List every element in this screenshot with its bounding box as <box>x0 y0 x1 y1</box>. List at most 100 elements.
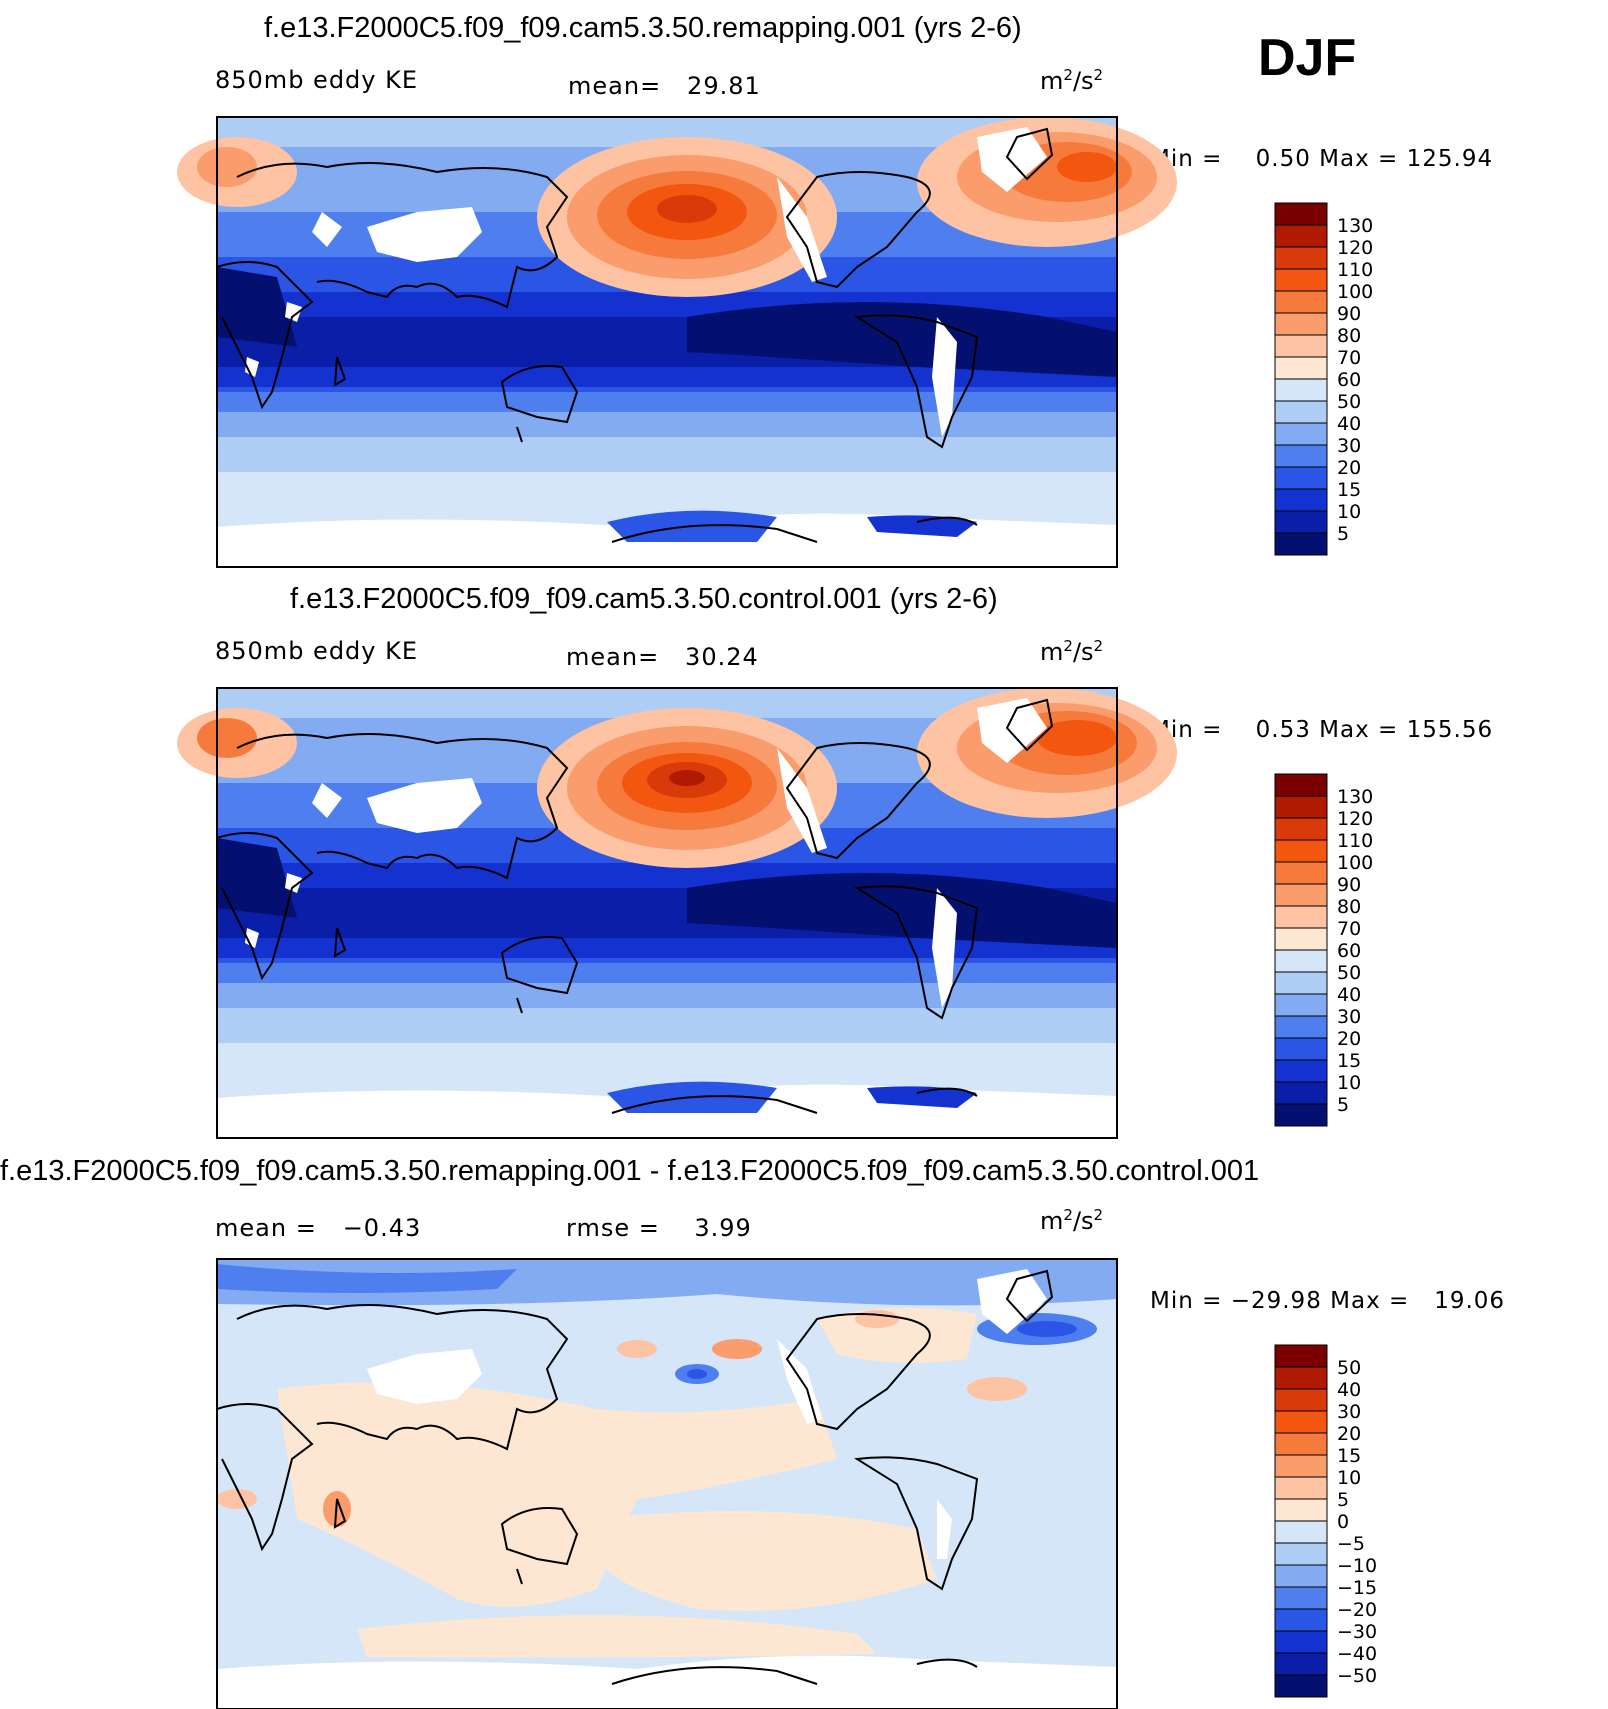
panel-2-mean-label: mean= 30.24 <box>566 643 759 671</box>
colorbar-tick-label: 15 <box>1337 1445 1361 1467</box>
season-label: DJF <box>1258 29 1357 87</box>
colorbar-swatch <box>1274 905 1328 929</box>
colorbar-swatch <box>1274 817 1328 841</box>
panel-2-map <box>177 687 1177 1139</box>
colorbar-swatch <box>1274 1059 1328 1083</box>
panel-1-mean-label: mean= 29.81 <box>568 72 761 100</box>
panel-1-min-max: Min = 0.50 Max = 125.94 <box>1150 146 1494 172</box>
colorbar-swatch <box>1274 488 1328 512</box>
colorbar-tick-label: 10 <box>1337 1467 1361 1489</box>
colorbar-swatch <box>1274 839 1328 863</box>
colorbar-tick-label: 5 <box>1337 523 1349 545</box>
colorbar-swatch <box>1274 1630 1328 1654</box>
colorbar-tick-label: 70 <box>1337 347 1361 369</box>
colorbar-tick-label: 70 <box>1337 918 1361 940</box>
colorbar-swatch <box>1274 949 1328 973</box>
colorbar-swatch <box>1274 1520 1328 1544</box>
colorbar-tick-label: 130 <box>1337 215 1373 237</box>
colorbar-tick-label: −40 <box>1337 1643 1377 1665</box>
colorbar-tick-label: 100 <box>1337 281 1373 303</box>
colorbar-tick-label: 5 <box>1337 1094 1349 1116</box>
colorbar-tick-label: 30 <box>1337 435 1361 457</box>
colorbar-tick-label: 20 <box>1337 1423 1361 1445</box>
colorbar-swatch <box>1274 773 1328 797</box>
colorbar-tick-label: 110 <box>1337 830 1373 852</box>
colorbar-swatch <box>1274 1542 1328 1566</box>
colorbar-swatch <box>1274 532 1328 556</box>
panel-1-units: m2/s2 <box>1040 66 1104 95</box>
colorbar-tick-label: −20 <box>1337 1599 1377 1621</box>
colorbar-tick-label: −30 <box>1337 1621 1377 1643</box>
colorbar-tick-label: 10 <box>1337 501 1361 523</box>
colorbar-tick-label: −50 <box>1337 1665 1377 1687</box>
colorbar-tick-label: 40 <box>1337 413 1361 435</box>
colorbar-swatch <box>1274 290 1328 314</box>
colorbar-swatch <box>1274 1432 1328 1456</box>
panel-3-map <box>216 1258 1118 1709</box>
colorbar-swatch <box>1274 861 1328 885</box>
colorbar-tick-label: 80 <box>1337 896 1361 918</box>
colorbar-swatch <box>1274 202 1328 226</box>
colorbar-swatch <box>1274 400 1328 424</box>
colorbar-tick-label: 60 <box>1337 940 1361 962</box>
colorbar-swatch <box>1274 1498 1328 1522</box>
colorbar-swatch <box>1274 466 1328 490</box>
colorbar-tick-label: 120 <box>1337 237 1373 259</box>
colorbar-swatch <box>1274 510 1328 534</box>
colorbar-tick-label: 90 <box>1337 874 1361 896</box>
panel-2-title: f.e13.F2000C5.f09_f09.cam5.3.50.control.… <box>290 583 998 615</box>
panel-3-rmse-label: rmse = 3.99 <box>566 1214 752 1242</box>
panel-2-min-max: Min = 0.53 Max = 155.56 <box>1150 717 1494 743</box>
colorbar-swatch <box>1274 444 1328 468</box>
colorbar-tick-label: 100 <box>1337 852 1373 874</box>
colorbar-swatch <box>1274 883 1328 907</box>
colorbar-swatch <box>1274 1674 1328 1698</box>
colorbar-swatch <box>1274 971 1328 995</box>
colorbar-tick-label: 40 <box>1337 1379 1361 1401</box>
colorbar-swatch <box>1274 312 1328 336</box>
colorbar-tick-label: 30 <box>1337 1006 1361 1028</box>
colorbar-tick-label: 60 <box>1337 369 1361 391</box>
colorbar-tick-label: 120 <box>1337 808 1373 830</box>
colorbar-swatch <box>1274 246 1328 270</box>
colorbar-tick-label: 20 <box>1337 457 1361 479</box>
colorbar-swatch <box>1274 795 1328 819</box>
colorbar-tick-label: −15 <box>1337 1577 1377 1599</box>
colorbar-swatch <box>1274 1454 1328 1478</box>
colorbar-tick-label: 110 <box>1337 259 1373 281</box>
panel-3-title: f.e13.F2000C5.f09_f09.cam5.3.50.remappin… <box>0 1155 1260 1187</box>
colorbar-swatch <box>1274 993 1328 1017</box>
colorbar-swatch <box>1274 356 1328 380</box>
colorbar-swatch <box>1274 1652 1328 1676</box>
colorbar-swatch <box>1274 1564 1328 1588</box>
colorbar-swatch <box>1274 1103 1328 1127</box>
colorbar-tick-label: 15 <box>1337 1050 1361 1072</box>
colorbar-swatch <box>1274 1410 1328 1434</box>
colorbar-tick-label: 50 <box>1337 1357 1361 1379</box>
colorbar-tick-label: 10 <box>1337 1072 1361 1094</box>
panel-2-variable-label: 850mb eddy KE <box>215 637 419 665</box>
colorbar-tick-label: 5 <box>1337 1489 1349 1511</box>
colorbar-tick-label: 20 <box>1337 1028 1361 1050</box>
colorbar-swatch <box>1274 422 1328 446</box>
panel-1-variable-label: 850mb eddy KE <box>215 66 419 94</box>
colorbar-swatch <box>1274 1388 1328 1412</box>
panel-1-map <box>177 116 1177 568</box>
panel-1-title: f.e13.F2000C5.f09_f09.cam5.3.50.remappin… <box>264 12 1022 44</box>
panel-2-units: m2/s2 <box>1040 637 1104 666</box>
colorbar-swatch <box>1274 1366 1328 1390</box>
colorbar-swatch <box>1274 334 1328 358</box>
panel-3-min-max: Min = −29.98 Max = 19.06 <box>1150 1288 1506 1314</box>
colorbar-swatch <box>1274 378 1328 402</box>
colorbar-swatch <box>1274 1037 1328 1061</box>
colorbar-tick-label: 90 <box>1337 303 1361 325</box>
colorbar-swatch <box>1274 1081 1328 1105</box>
colorbar-swatch <box>1274 1476 1328 1500</box>
colorbar-swatch <box>1274 1608 1328 1632</box>
colorbar-swatch <box>1274 1015 1328 1039</box>
panel-3-mean-label: mean = −0.43 <box>215 1214 422 1242</box>
colorbar-tick-label: 30 <box>1337 1401 1361 1423</box>
